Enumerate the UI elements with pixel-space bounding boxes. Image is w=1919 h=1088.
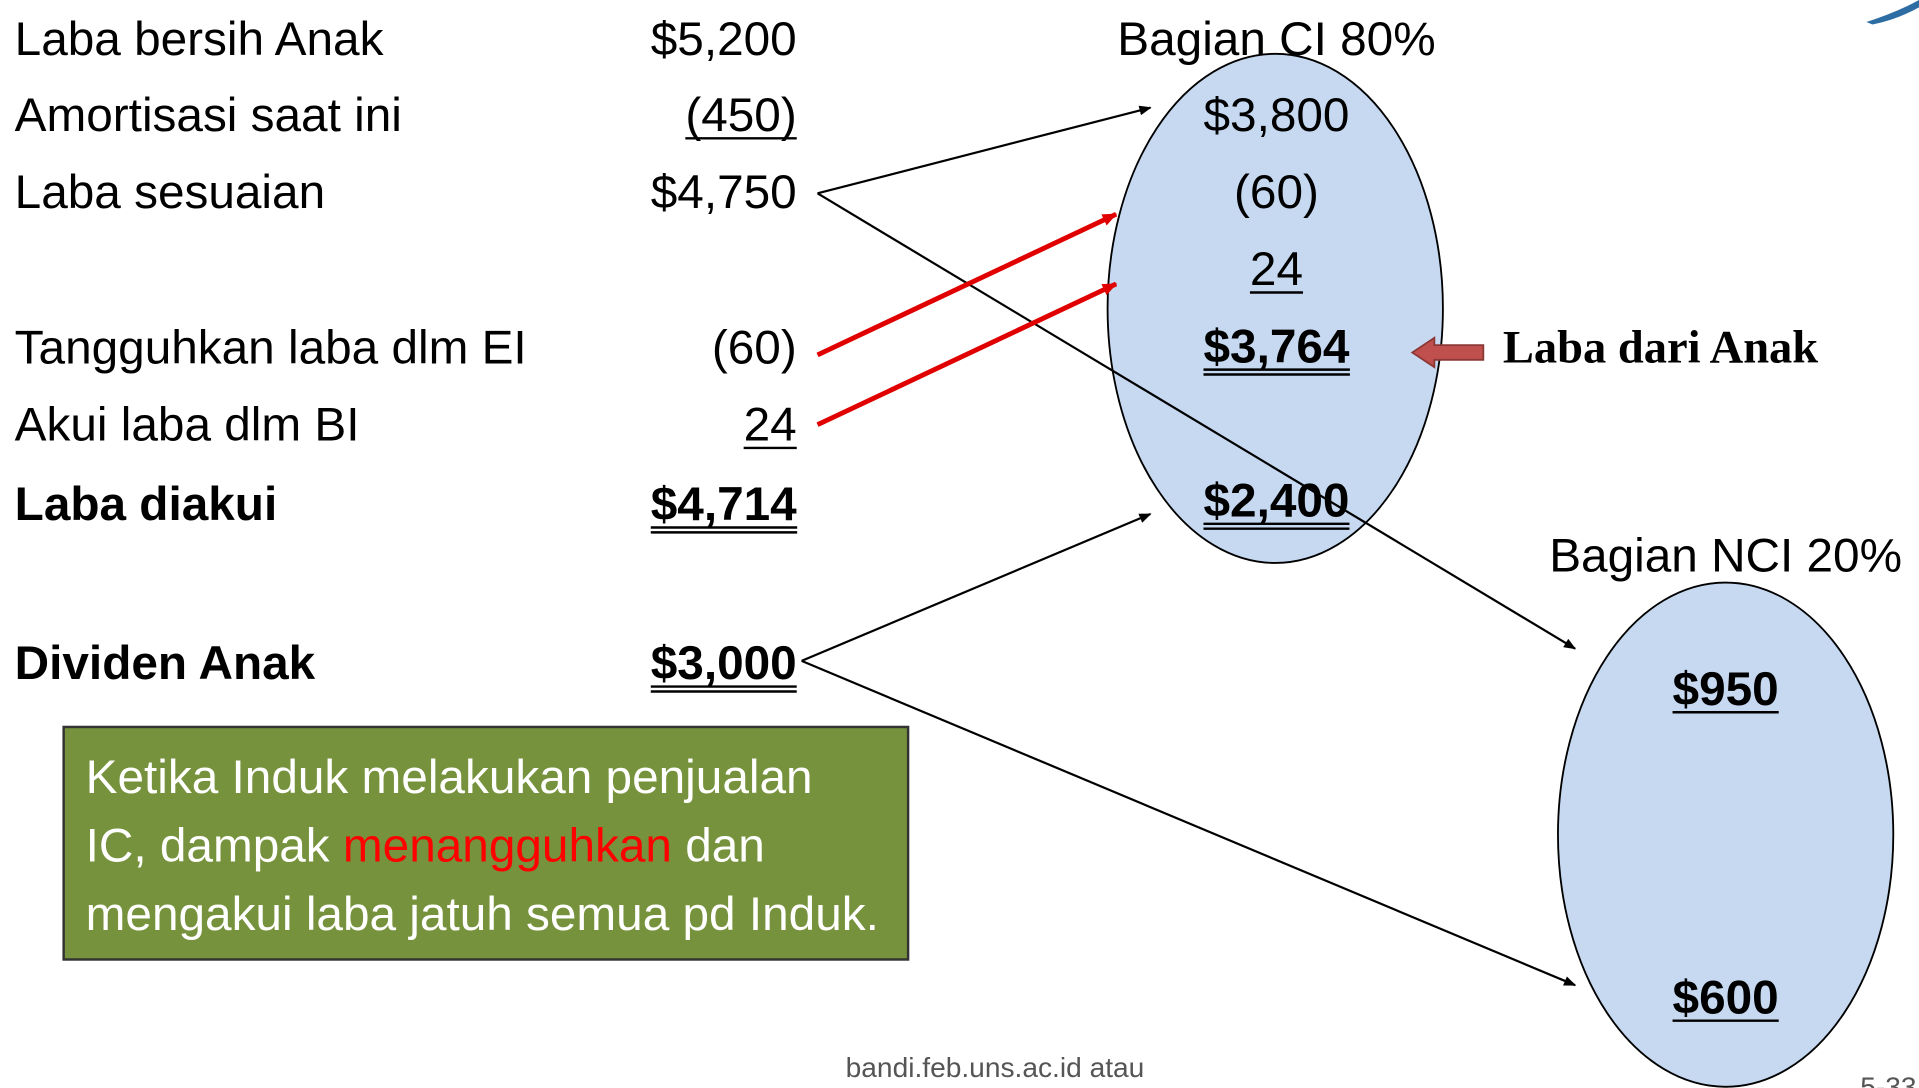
row-label: Laba sesuaian [15,166,325,219]
row-label: Dividen Anak [15,637,316,690]
note-text: dan [685,820,765,873]
note-text: IC, dampak [86,820,330,873]
row-label: Akui laba dlm BI [15,399,360,452]
page-number: 5-33 [1860,1072,1916,1088]
row-amount: $5,200 [651,13,797,66]
corner-decoration [1866,0,1919,25]
note-box [62,725,910,961]
arrow [816,192,1577,650]
footer: bandi.feb.uns.ac.id atau [846,1052,1145,1083]
ci-item: $2,400 [1203,474,1349,527]
ci-item: $3,800 [1203,89,1349,142]
nci-item: $600 [1673,971,1779,1024]
row-label: Laba diakui [15,478,278,531]
ci-item: 24 [1250,243,1303,296]
row-label: Tangguhkan laba dlm EI [15,321,527,374]
note-line: Ketika Induk melakukan penjualan [86,751,813,804]
ci-ellipse [1106,52,1444,564]
row-amount: $4,750 [651,166,797,219]
red-arrow [816,281,1118,427]
nci-item: $950 [1673,663,1779,716]
row-amount: $3,000 [651,637,797,690]
note-line: mengakui laba jatuh semua pd Induk. [86,888,879,941]
ci-title: Bagian CI 80% [1117,13,1435,66]
row-label: Amortisasi saat ini [15,89,402,142]
row-amount: $4,714 [651,478,797,531]
arrow [801,513,1152,662]
note-highlight: menangguhkan [343,820,672,873]
callout-arrow [1410,336,1485,369]
red-arrow [816,211,1118,358]
nci-title: Bagian NCI 20% [1549,530,1902,583]
row-label: Laba bersih Anak [15,13,384,66]
nci-ellipse [1557,581,1895,1088]
ci-item: $3,764 [1203,320,1349,373]
callout: Laba dari Anak [1503,322,1818,373]
row-amount: (450) [685,89,796,142]
row-amount: 24 [744,399,797,452]
arrow [817,105,1152,195]
note-line: IC, dampak menangguhkan dan [86,820,765,873]
row-amount: (60) [712,321,797,374]
arrow [801,659,1577,987]
ci-item: (60) [1234,166,1319,219]
